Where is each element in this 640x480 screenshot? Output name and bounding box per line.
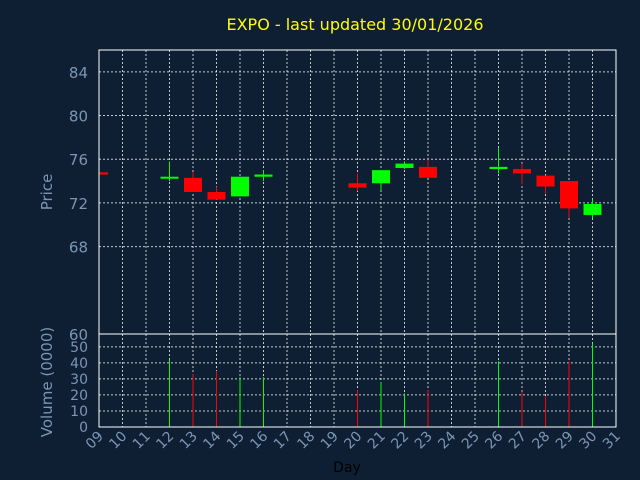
volume-tick-label: 50 <box>70 340 88 356</box>
x-tick-label: 12 <box>153 429 177 453</box>
x-axis-label: Day <box>333 460 361 476</box>
price-tick-label: 60 <box>69 326 88 344</box>
x-tick-label: 24 <box>435 428 459 452</box>
x-tick-label: 16 <box>247 428 271 452</box>
candle-body <box>536 175 555 187</box>
candle-body <box>184 177 202 192</box>
x-tick-label: 21 <box>365 429 389 453</box>
price-tick-label: 72 <box>69 195 88 213</box>
grid-lines <box>99 50 616 427</box>
x-tick-label: 13 <box>177 429 201 453</box>
candle-body <box>513 169 531 174</box>
chart-title: EXPO - last updated 30/01/2026 <box>226 15 483 34</box>
x-tick-label: 22 <box>388 429 412 453</box>
candle-body <box>583 204 602 215</box>
x-tick-labels: 09 10 11 12 13 14 15 16 17 18 19 20 21 22 23 24 25 26 27 28… <box>83 428 624 452</box>
volume-panel-frame <box>98 333 617 428</box>
candle-body <box>348 183 367 188</box>
candle-body <box>395 163 414 168</box>
volume-tick-label: 20 <box>70 388 88 404</box>
price-axis-label: Price <box>38 174 56 211</box>
volume-tick-label: 10 <box>70 404 88 420</box>
x-tick-label: 31 <box>600 429 624 453</box>
volume-axis-label: Volume (0000) <box>38 327 56 437</box>
price-tick-labels: 60 68 72 76 80 84 <box>69 64 88 344</box>
candle-body <box>99 172 108 175</box>
x-tick-label: 28 <box>529 429 553 453</box>
x-tick-label: 20 <box>341 429 365 453</box>
plot-frames <box>98 49 617 428</box>
x-tick-label: 30 <box>576 429 600 453</box>
candle-body <box>489 166 508 170</box>
candle-body <box>372 170 390 184</box>
x-tick-label: 17 <box>271 429 295 453</box>
x-tick-label: 18 <box>294 429 318 453</box>
x-tick-label: 26 <box>482 428 506 452</box>
volume-tick-label: 30 <box>70 372 88 388</box>
x-tick-label: 29 <box>553 429 577 453</box>
price-tick-label: 80 <box>69 108 88 126</box>
volume-tick-label: 40 <box>70 356 88 372</box>
candle-body <box>419 166 437 178</box>
x-tick-label: 11 <box>130 429 154 453</box>
price-tick-label: 68 <box>69 239 88 257</box>
volume-bars <box>169 343 593 427</box>
candle-body <box>560 181 578 209</box>
candle-body <box>254 174 273 177</box>
x-tick-label: 27 <box>506 429 530 453</box>
price-tick-label: 76 <box>69 151 88 169</box>
price-tick-label: 84 <box>69 64 88 82</box>
x-tick-label: 23 <box>412 429 436 453</box>
x-tick-label: 25 <box>459 429 483 453</box>
candle-body <box>160 176 179 179</box>
candle-body <box>231 176 249 197</box>
x-tick-label: 10 <box>106 429 130 453</box>
volume-tick-label: 0 <box>79 420 88 436</box>
x-tick-label: 14 <box>200 428 224 452</box>
price-candles <box>98 148 602 219</box>
x-tick-label: 15 <box>224 429 248 453</box>
x-tick-label: 19 <box>318 429 342 453</box>
candle-body <box>207 192 226 200</box>
